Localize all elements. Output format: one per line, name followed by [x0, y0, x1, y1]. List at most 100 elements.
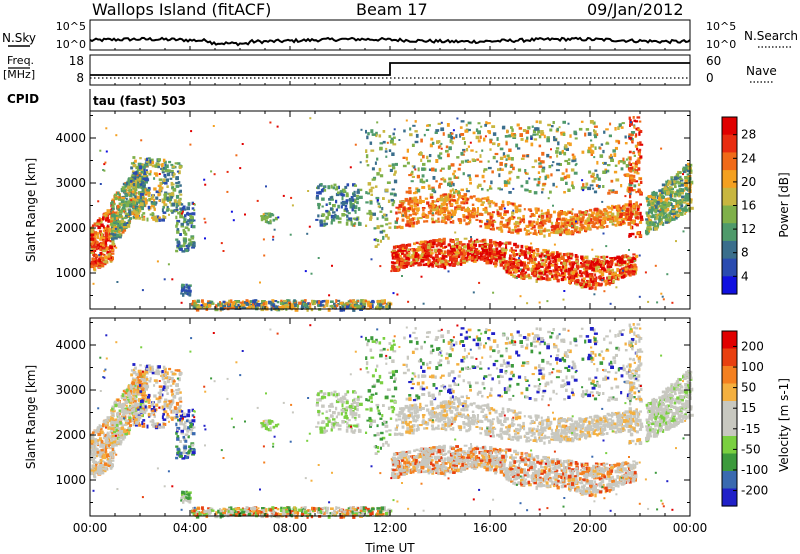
- power-cell: [524, 264, 528, 269]
- power-cell: [675, 173, 680, 178]
- power-cell: [113, 193, 117, 197]
- power-cell: [183, 208, 187, 211]
- power-cell: [131, 173, 135, 177]
- power-cell: [508, 270, 513, 274]
- power-cell: [498, 260, 502, 264]
- power-cell: [654, 264, 657, 267]
- power-cell: [114, 211, 117, 214]
- power-cell: [125, 189, 130, 192]
- power-cell: [178, 201, 182, 206]
- power-cell: [497, 143, 501, 146]
- power-cell: [556, 278, 560, 283]
- power-cell: [328, 198, 331, 201]
- power-cell: [371, 167, 375, 171]
- power-cell: [337, 191, 341, 194]
- power-cell: [156, 215, 160, 219]
- power-cell: [540, 262, 544, 266]
- power-cell: [141, 188, 144, 192]
- power-cell: [629, 191, 632, 196]
- power-cell: [662, 214, 665, 218]
- power-cell: [677, 204, 680, 208]
- power-cell: [541, 270, 545, 275]
- power-cell: [582, 213, 586, 216]
- power-cell: [580, 120, 584, 123]
- power-cell: [135, 165, 139, 170]
- power-cell: [247, 305, 252, 310]
- power-cell: [651, 191, 655, 196]
- power-cell: [149, 159, 152, 164]
- power-cell: [315, 218, 319, 221]
- power-cell: [555, 150, 559, 154]
- power-cell: [105, 127, 108, 130]
- power-cell: [296, 304, 300, 307]
- power-cell: [171, 186, 174, 190]
- power-cell: [432, 200, 437, 203]
- power-cell: [139, 195, 142, 200]
- power-cell: [444, 215, 447, 220]
- power-cell: [676, 189, 680, 193]
- power-cell: [556, 218, 558, 223]
- power-cell: [96, 244, 100, 247]
- power-cell: [476, 210, 479, 214]
- power-cell: [613, 215, 617, 219]
- power-cell: [567, 228, 570, 232]
- power-cell: [183, 238, 188, 243]
- power-cell: [557, 227, 561, 231]
- power-cell: [405, 251, 409, 255]
- power-cell: [574, 137, 578, 140]
- power-cell: [576, 263, 580, 266]
- power-cell: [326, 303, 329, 308]
- power-cell: [683, 199, 687, 202]
- power-cell: [535, 133, 539, 136]
- power-cell: [441, 167, 445, 170]
- nsky-label: N.Sky: [2, 31, 36, 45]
- power-cell: [560, 256, 565, 259]
- power-cell: [608, 211, 612, 214]
- power-cell: [565, 268, 568, 273]
- power-cell: [453, 250, 458, 254]
- power-cell: [393, 225, 397, 229]
- power-cell: [274, 216, 278, 221]
- power-cell: [104, 259, 108, 264]
- power-cell: [102, 216, 105, 221]
- power-cell: [272, 304, 275, 308]
- power-cell: [662, 216, 666, 219]
- power-cell: [681, 198, 685, 201]
- power-cell: [505, 246, 508, 249]
- power-cell: [658, 214, 662, 217]
- power-cell: [461, 255, 464, 260]
- power-cell: [575, 257, 578, 261]
- power-cell: [137, 185, 140, 188]
- power-cell: [440, 243, 443, 247]
- power-cell: [444, 245, 448, 248]
- power-cell: [609, 122, 612, 126]
- power-cell: [617, 140, 621, 145]
- power-cell: [353, 205, 358, 210]
- power-cell: [555, 275, 559, 278]
- power-cell: [232, 219, 235, 222]
- power-cell: [448, 263, 452, 267]
- power-cell: [447, 197, 451, 201]
- power-cell: [98, 244, 103, 249]
- power-cell: [506, 210, 509, 214]
- power-cell: [409, 197, 414, 200]
- power-cell: [409, 127, 412, 131]
- power-cell: [529, 215, 532, 218]
- power-cell: [132, 205, 136, 209]
- power-cell: [106, 224, 109, 228]
- power-cell: [422, 162, 426, 166]
- power-cell: [460, 201, 464, 205]
- power-cell: [613, 256, 617, 260]
- power-cell: [683, 201, 687, 204]
- power-cell: [215, 304, 218, 308]
- power-cell: [630, 204, 633, 208]
- power-cell: [207, 300, 211, 303]
- power-cell: [293, 302, 298, 306]
- power-cell: [528, 276, 532, 280]
- power-cell: [248, 300, 252, 305]
- power-cell: [375, 133, 378, 138]
- power-cell: [385, 305, 389, 309]
- power-cell: [386, 181, 391, 184]
- power-cell: [303, 303, 308, 307]
- power-cell: [623, 204, 626, 209]
